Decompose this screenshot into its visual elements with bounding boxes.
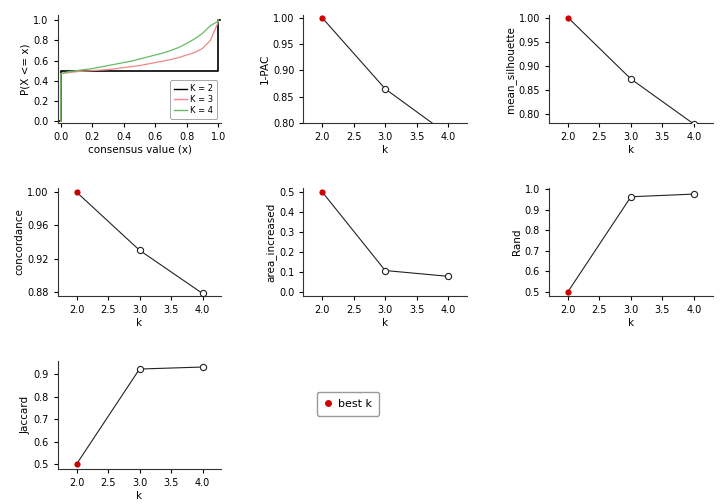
Point — [625, 75, 636, 83]
Point — [134, 365, 145, 373]
Point — [379, 267, 391, 275]
Y-axis label: mean_silhouette: mean_silhouette — [505, 26, 516, 112]
Y-axis label: 1-PAC: 1-PAC — [260, 54, 270, 84]
X-axis label: k: k — [136, 318, 143, 328]
Point — [134, 246, 145, 254]
Point — [197, 289, 208, 297]
X-axis label: k: k — [382, 318, 388, 328]
Point — [688, 190, 700, 198]
X-axis label: k: k — [628, 318, 634, 328]
X-axis label: k: k — [382, 145, 388, 155]
Point — [442, 131, 454, 139]
Y-axis label: Jaccard: Jaccard — [20, 396, 30, 434]
Legend: best k: best k — [317, 392, 379, 416]
Point — [562, 288, 574, 296]
Point — [625, 193, 636, 201]
X-axis label: k: k — [628, 145, 634, 155]
Point — [71, 460, 82, 468]
Y-axis label: concordance: concordance — [14, 209, 24, 275]
Point — [562, 14, 574, 22]
Point — [317, 14, 328, 22]
X-axis label: k: k — [136, 490, 143, 500]
Point — [379, 85, 391, 93]
Y-axis label: Rand: Rand — [512, 229, 522, 255]
Point — [197, 363, 208, 371]
Legend: K = 2, K = 3, K = 4: K = 2, K = 3, K = 4 — [170, 80, 217, 119]
Y-axis label: P(X <= x): P(X <= x) — [20, 43, 30, 95]
X-axis label: consensus value (x): consensus value (x) — [88, 145, 192, 155]
Point — [442, 272, 454, 280]
Point — [317, 188, 328, 196]
Y-axis label: area_increased: area_increased — [265, 202, 276, 282]
Point — [71, 188, 82, 196]
Point — [688, 120, 700, 128]
